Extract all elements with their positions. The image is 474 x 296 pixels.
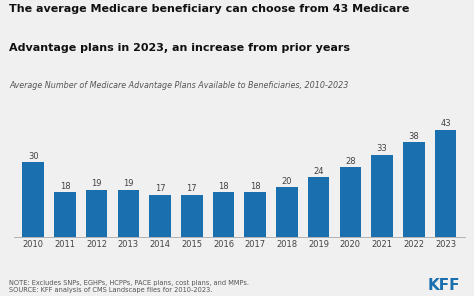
Text: 17: 17 <box>155 184 165 193</box>
Bar <box>308 177 329 237</box>
Bar <box>371 155 393 237</box>
Bar <box>403 142 425 237</box>
Text: NOTE: Excludes SNPs, EGHPs, HCPPs, PACE plans, cost plans, and MMPs.
SOURCE: KFF: NOTE: Excludes SNPs, EGHPs, HCPPs, PACE … <box>9 280 249 293</box>
Bar <box>245 192 266 237</box>
Text: KFF: KFF <box>427 278 460 293</box>
Text: 24: 24 <box>313 167 324 176</box>
Text: 38: 38 <box>409 132 419 141</box>
Text: The average Medicare beneficiary can choose from 43 Medicare: The average Medicare beneficiary can cho… <box>9 4 410 15</box>
Text: 28: 28 <box>345 157 356 166</box>
Text: 18: 18 <box>60 181 70 191</box>
Bar <box>86 189 108 237</box>
Bar <box>149 194 171 237</box>
Bar <box>54 192 76 237</box>
Text: 18: 18 <box>218 181 229 191</box>
Bar <box>435 130 456 237</box>
Bar <box>213 192 234 237</box>
Text: 17: 17 <box>186 184 197 193</box>
Text: 18: 18 <box>250 181 261 191</box>
Bar <box>22 162 44 237</box>
Text: 43: 43 <box>440 119 451 128</box>
Text: Average Number of Medicare Advantage Plans Available to Beneficiaries, 2010-2023: Average Number of Medicare Advantage Pla… <box>9 81 349 90</box>
Text: 20: 20 <box>282 177 292 186</box>
Text: 33: 33 <box>377 144 387 153</box>
Bar <box>181 194 202 237</box>
Text: 30: 30 <box>28 152 38 161</box>
Text: 19: 19 <box>123 179 134 188</box>
Text: Advantage plans in 2023, an increase from prior years: Advantage plans in 2023, an increase fro… <box>9 43 350 53</box>
Bar <box>118 189 139 237</box>
Bar <box>276 187 298 237</box>
Bar <box>339 167 361 237</box>
Text: 19: 19 <box>91 179 102 188</box>
